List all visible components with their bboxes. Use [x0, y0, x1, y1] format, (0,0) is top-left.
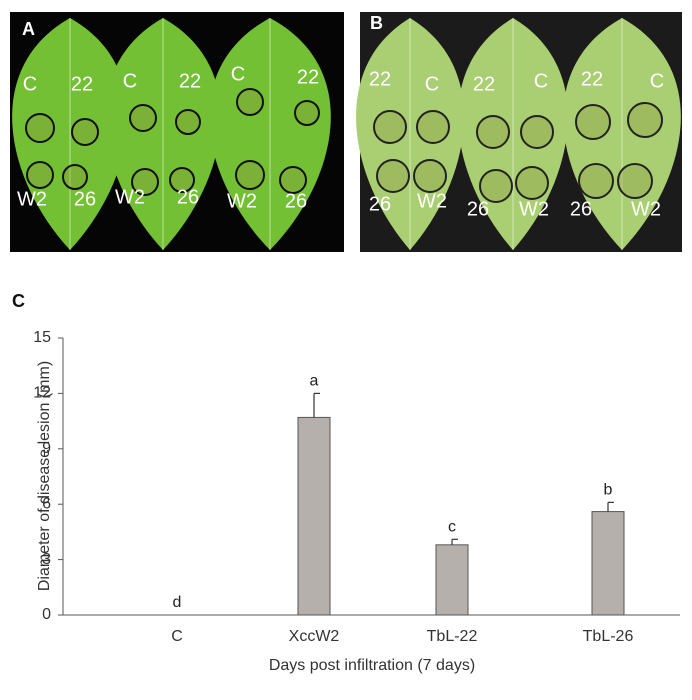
leaf-label: C — [123, 70, 137, 92]
y-tick-label: 3 — [42, 551, 51, 568]
leaves — [12, 18, 681, 250]
infiltration-ring — [71, 118, 99, 146]
y-tick-label: 15 — [33, 329, 51, 346]
leaf-label: W2 — [115, 186, 145, 208]
significance-letter: c — [448, 519, 456, 536]
x-tick-label: TbL-22 — [427, 628, 478, 645]
infiltration-ring — [416, 110, 450, 144]
infiltration-ring — [26, 161, 54, 189]
infiltration-ring — [617, 163, 653, 199]
infiltration-ring — [294, 100, 320, 126]
leaf-label: 26 — [177, 186, 199, 208]
infiltration-ring — [235, 160, 265, 190]
infiltration-ring — [578, 163, 614, 199]
infiltration-ring — [515, 166, 549, 200]
y-tick-label: 12 — [33, 385, 51, 402]
leaf — [105, 18, 221, 250]
leaf-label: 22 — [581, 68, 603, 90]
panel-label: B — [370, 13, 383, 33]
leaf-label: C — [534, 70, 548, 92]
infiltration-ring — [62, 164, 88, 190]
leaf-label: C — [23, 73, 37, 95]
infiltration-ring — [479, 169, 513, 203]
leaf-label: W2 — [631, 198, 661, 220]
y-tick-label: 0 — [42, 606, 51, 623]
bar — [435, 544, 469, 616]
significance-letter: d — [173, 594, 182, 611]
infiltration-ring — [413, 159, 447, 193]
leaf-label: 22 — [369, 68, 391, 90]
leaf — [209, 18, 331, 250]
x-tick-label: C — [171, 628, 183, 645]
leaf-label: 26 — [285, 190, 307, 212]
leaf-label: C — [650, 70, 664, 92]
infiltration-ring — [627, 102, 663, 138]
significance-letter: a — [310, 373, 319, 390]
y-tick-label: 9 — [42, 440, 51, 457]
infiltration-ring — [373, 110, 407, 144]
infiltration-ring — [520, 115, 554, 149]
bar — [591, 511, 625, 616]
leaf-label: 26 — [74, 188, 96, 210]
infiltration-ring — [376, 159, 410, 193]
x-tick-label: XccW2 — [289, 628, 340, 645]
infiltration-ring — [169, 167, 195, 193]
significance-letter: b — [604, 482, 613, 499]
x-tick-label: TbL-26 — [583, 628, 634, 645]
leaf-label: 22 — [179, 70, 201, 92]
leaf-label: W2 — [519, 198, 549, 220]
bar — [297, 416, 331, 616]
leaf-label: 26 — [570, 198, 592, 220]
leaf — [356, 18, 464, 250]
leaf-label: 22 — [297, 66, 319, 88]
x-axis-title: Days post infiltration (7 days) — [269, 657, 475, 674]
infiltration-ring — [476, 115, 510, 149]
leaf-label: 26 — [369, 193, 391, 215]
leaf-label: 22 — [473, 73, 495, 95]
y-axis-title: Diameter of disease lesion (mm) — [36, 361, 53, 591]
infiltration-ring — [279, 166, 307, 194]
y-tick-label: 6 — [42, 495, 51, 512]
panel-label: A — [22, 19, 35, 39]
infiltration-ring — [129, 104, 157, 132]
infiltration-ring — [25, 113, 55, 143]
infiltration-ring — [236, 88, 264, 116]
leaf — [458, 18, 568, 250]
leaf-label: W2 — [17, 188, 47, 210]
leaf — [12, 18, 128, 250]
panel-label: C — [12, 291, 25, 311]
leaf-label: W2 — [417, 190, 447, 212]
infiltration-ring — [575, 104, 611, 140]
infiltration-ring — [131, 168, 159, 196]
leaf-label: W2 — [227, 190, 257, 212]
leaf-label: C — [425, 73, 439, 95]
infiltration-ring — [175, 109, 201, 135]
leaf — [563, 18, 681, 250]
leaf-label: C — [231, 63, 245, 85]
leaf-label: 26 — [467, 198, 489, 220]
leaf-label: 22 — [71, 73, 93, 95]
